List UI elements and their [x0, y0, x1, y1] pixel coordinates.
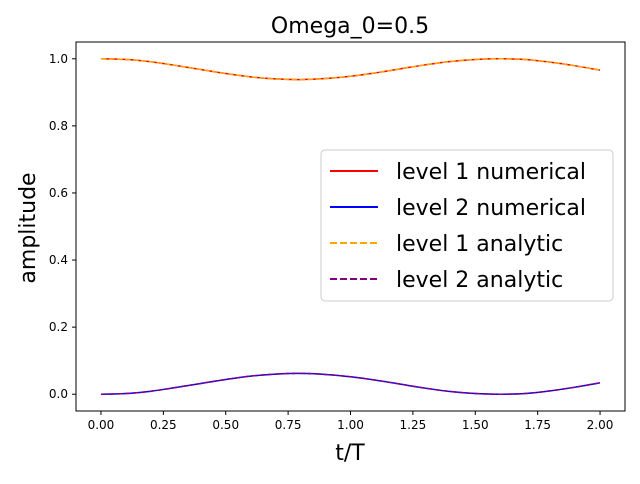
y-tick-label: 0.8 [49, 119, 68, 133]
y-axis-label: amplitude [16, 172, 41, 283]
legend-label: level 2 numerical [396, 196, 586, 221]
legend-items: level 1 numerical level 2 numerical level … [330, 160, 586, 293]
legend-label: level 1 analytic [396, 232, 563, 257]
legend-label: level 1 numerical [396, 160, 586, 185]
legend-box [320, 149, 614, 302]
x-axis-label: t/T [335, 441, 365, 466]
series-line-level-1-analytic [100, 58, 601, 81]
y-tick-label: 0.0 [49, 387, 68, 401]
y-tick-label: 0.6 [49, 186, 68, 200]
x-tick-label: 0.50 [212, 418, 239, 432]
x-tick-label: 1.25 [400, 418, 427, 432]
plot-frame [75, 41, 626, 412]
ticks-layer: 0.00 0.25 0.50 0.75 1.00 1.25 1.50 1.75 2.00 0.0 0… [49, 52, 613, 432]
x-tick-label: 1.50 [462, 418, 489, 432]
x-tick-label: 1.75 [524, 418, 551, 432]
x-tick-label: 0.75 [275, 418, 302, 432]
series-layer [100, 58, 601, 395]
x-tick-label: 0.25 [150, 418, 177, 432]
legend: level 1 numerical level 2 numerical level … [320, 149, 614, 302]
chart-title: Omega_0=0.5 [271, 14, 429, 39]
y-tick-label: 1.0 [49, 52, 68, 66]
series-line-level-2-analytic [100, 372, 601, 395]
x-tick-label: 1.00 [337, 418, 364, 432]
y-tick-label: 0.4 [49, 253, 68, 267]
legend-label: level 2 analytic [396, 268, 563, 293]
x-tick-label: 0.00 [88, 418, 115, 432]
y-tick-label: 0.2 [49, 320, 68, 334]
x-tick-label: 2.00 [587, 418, 614, 432]
